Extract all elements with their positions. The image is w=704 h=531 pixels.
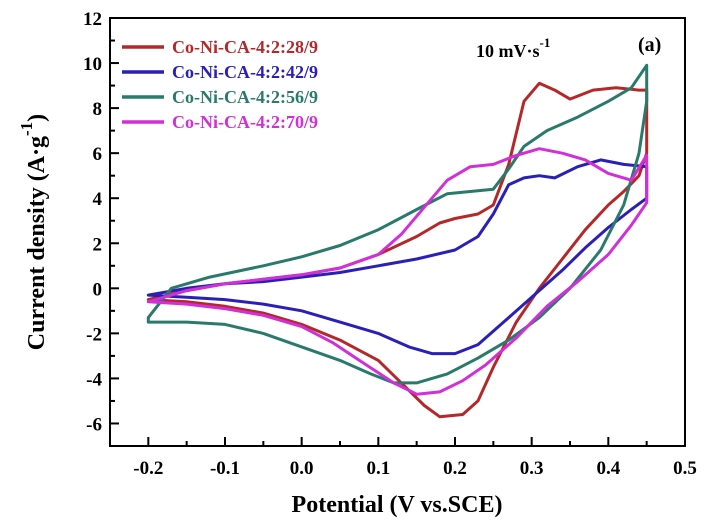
y-tick-label: 4: [93, 189, 103, 210]
x-axis-label: Potential (V vs.SCE): [292, 492, 503, 518]
y-tick-label: 10: [83, 54, 102, 75]
y-tick-label: 0: [93, 279, 103, 300]
series-curve-4: [146, 147, 649, 396]
y-axis-label-exponent: -1: [17, 122, 36, 136]
y-axis-ticks: -6 -4 -2 0 2 4 6 8 10 12: [83, 9, 119, 447]
legend: Co-Ni-CA-4:2:28/9 Co-Ni-CA-4:2:42/9 Co-Ni-…: [122, 37, 318, 132]
x-tick-label: 0.1: [366, 458, 390, 479]
y-axis-label: Current density (A·g-1): [17, 114, 50, 350]
y-tick-label: 6: [93, 144, 103, 165]
scan-rate-exponent: -1: [540, 35, 551, 50]
plot-frame: [109, 17, 686, 447]
legend-label-3: Co-Ni-CA-4:2:56/9: [172, 87, 318, 107]
series-curve-1: [146, 81, 649, 419]
y-tick-label: 12: [83, 9, 102, 30]
x-tick-label: 0.2: [443, 458, 467, 479]
legend-label-4: Co-Ni-CA-4:2:70/9: [172, 112, 318, 132]
curves-layer: [146, 63, 649, 419]
y-tick-label: -2: [86, 324, 102, 345]
y-axis-label-close: ): [24, 114, 50, 122]
x-tick-label: 0.0: [290, 458, 314, 479]
scan-rate-label: 10 mV·s-1: [476, 35, 550, 61]
x-axis-ticks: -0.2 -0.1 0.0 0.1 0.2 0.3 0.4 0.5: [109, 437, 697, 479]
legend-label-2: Co-Ni-CA-4:2:42/9: [172, 62, 318, 82]
x-tick-label: -0.2: [133, 458, 163, 479]
y-tick-label: -4: [86, 369, 102, 390]
x-tick-label: -0.1: [210, 458, 240, 479]
panel-label: (a): [638, 34, 661, 56]
y-tick-label: 2: [93, 234, 103, 255]
legend-label-1: Co-Ni-CA-4:2:28/9: [172, 37, 318, 57]
x-tick-label: 0.3: [520, 458, 544, 479]
x-tick-label: 0.4: [596, 458, 620, 479]
y-tick-label: 8: [93, 99, 103, 120]
x-tick-label: 0.5: [673, 458, 697, 479]
series-curve-3: [146, 63, 649, 385]
y-tick-label: -6: [86, 414, 102, 435]
